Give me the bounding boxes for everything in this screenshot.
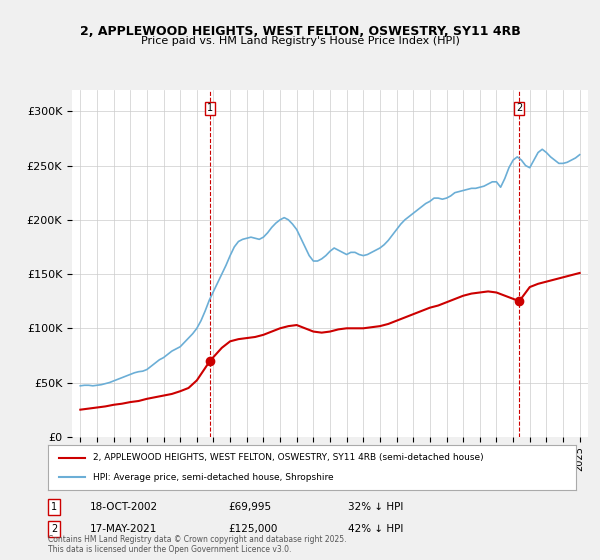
Text: 2, APPLEWOOD HEIGHTS, WEST FELTON, OSWESTRY, SY11 4RB: 2, APPLEWOOD HEIGHTS, WEST FELTON, OSWES…	[80, 25, 520, 38]
Text: Price paid vs. HM Land Registry's House Price Index (HPI): Price paid vs. HM Land Registry's House …	[140, 36, 460, 46]
Text: 17-MAY-2021: 17-MAY-2021	[90, 524, 157, 534]
Text: 2, APPLEWOOD HEIGHTS, WEST FELTON, OSWESTRY, SY11 4RB (semi-detached house): 2, APPLEWOOD HEIGHTS, WEST FELTON, OSWES…	[93, 453, 484, 462]
Text: Contains HM Land Registry data © Crown copyright and database right 2025.
This d: Contains HM Land Registry data © Crown c…	[48, 535, 347, 554]
Text: HPI: Average price, semi-detached house, Shropshire: HPI: Average price, semi-detached house,…	[93, 473, 334, 482]
Text: £69,995: £69,995	[228, 502, 271, 512]
Text: 18-OCT-2002: 18-OCT-2002	[90, 502, 158, 512]
Text: 2: 2	[51, 524, 57, 534]
Text: 1: 1	[51, 502, 57, 512]
Text: £125,000: £125,000	[228, 524, 277, 534]
Text: 1: 1	[207, 104, 213, 114]
Text: 42% ↓ HPI: 42% ↓ HPI	[348, 524, 403, 534]
Text: 2: 2	[516, 104, 523, 114]
Text: 32% ↓ HPI: 32% ↓ HPI	[348, 502, 403, 512]
